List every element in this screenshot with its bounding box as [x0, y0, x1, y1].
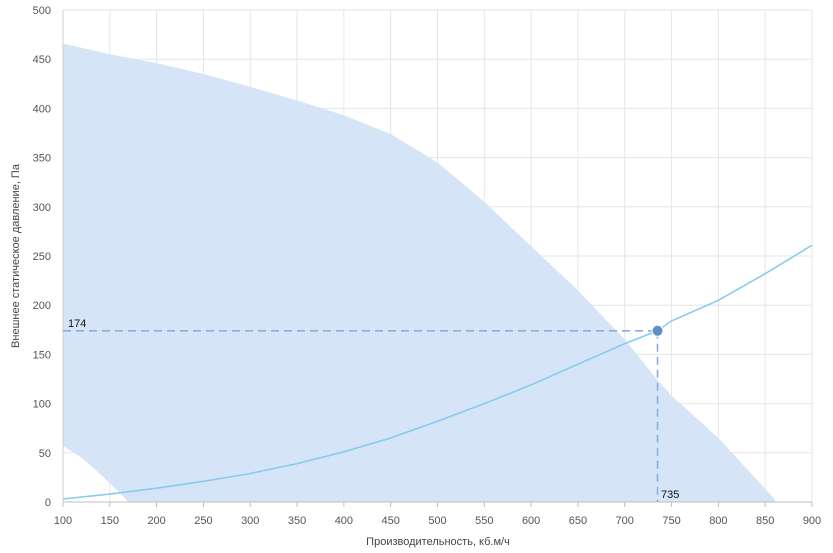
- system-curve: [62, 244, 813, 500]
- x-tick-label: 550: [475, 515, 493, 527]
- x-tick-label: 700: [616, 515, 634, 527]
- y-tick-label: 400: [33, 103, 51, 115]
- y-tick-label: 0: [45, 497, 51, 509]
- x-tick-label: 150: [101, 515, 119, 527]
- x-tick-label: 650: [569, 515, 587, 527]
- operating-point-x-label: 735: [661, 489, 679, 501]
- x-tick-label: 450: [382, 515, 400, 527]
- x-tick-label: 200: [147, 515, 165, 527]
- x-tick-label: 900: [803, 515, 821, 527]
- y-tick-label: 100: [33, 399, 51, 411]
- operating-area: [63, 43, 775, 502]
- y-tick-label: 150: [33, 349, 51, 361]
- operating-point-guides: [63, 329, 659, 502]
- y-axis-label: Внешнее статическое давление, Па: [10, 163, 22, 348]
- x-tick-label: 500: [428, 515, 446, 527]
- x-tick-labels: 100 150 200 250 300 350 400 450 500 550 600 650 700 7…: [54, 515, 821, 527]
- y-tick-label: 500: [33, 5, 51, 17]
- x-tick-label: 400: [335, 515, 353, 527]
- x-axis-label: Производительность, кб.м/ч: [366, 536, 510, 548]
- x-tick-label: 850: [756, 515, 774, 527]
- x-tick-label: 800: [709, 515, 727, 527]
- y-tick-labels: 0 50 100 150 200 250 300 350 400 450 500: [33, 5, 51, 509]
- x-tick-label: 250: [194, 515, 212, 527]
- operating-point: [651, 324, 664, 337]
- x-tick-label: 750: [662, 515, 680, 527]
- y-tick-label: 450: [33, 54, 51, 66]
- operating-area-fill: [63, 43, 775, 502]
- y-tick-label: 250: [33, 251, 51, 263]
- system-curve-line: [62, 244, 813, 500]
- x-tick-label: 100: [54, 515, 72, 527]
- x-tick-label: 300: [241, 515, 259, 527]
- axes: [62, 10, 813, 507]
- x-tick-label: 600: [522, 515, 540, 527]
- x-tick-label: 350: [288, 515, 306, 527]
- operating-point-marker: [651, 324, 664, 337]
- y-tick-label: 350: [33, 153, 51, 165]
- y-tick-label: 300: [33, 202, 51, 214]
- y-tick-label: 50: [39, 448, 51, 460]
- operating-point-y-label: 174: [68, 318, 86, 330]
- y-tick-label: 200: [33, 300, 51, 312]
